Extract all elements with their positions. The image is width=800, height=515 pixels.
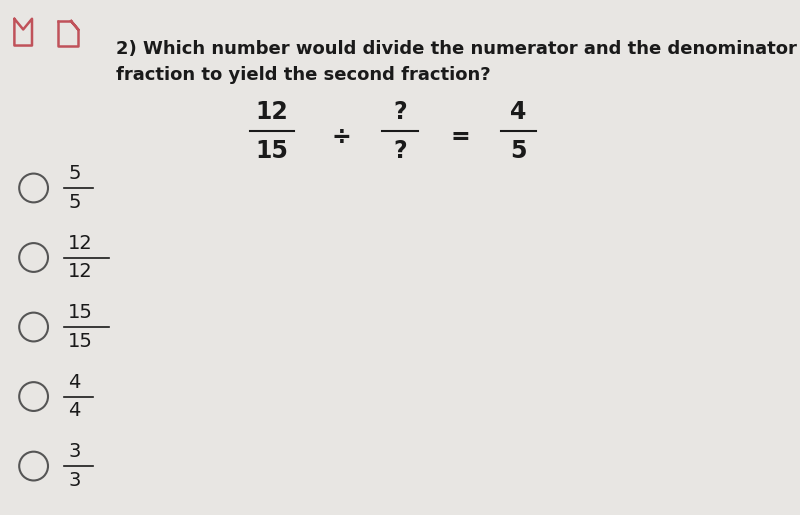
Text: 2) Which number would divide the numerator and the denominator of the first: 2) Which number would divide the numerat…: [116, 40, 800, 58]
Text: 4: 4: [68, 373, 80, 391]
Text: 3: 3: [68, 442, 80, 461]
Text: =: =: [450, 125, 470, 149]
Text: 15: 15: [68, 303, 93, 322]
Text: 3: 3: [68, 471, 80, 490]
Text: 5: 5: [68, 164, 81, 183]
Text: 15: 15: [68, 332, 93, 351]
Text: 4: 4: [510, 100, 526, 124]
Text: ?: ?: [393, 100, 407, 124]
Text: ?: ?: [393, 139, 407, 163]
Text: 15: 15: [255, 139, 289, 163]
Text: 5: 5: [510, 139, 526, 163]
Text: 12: 12: [68, 263, 93, 281]
Text: 12: 12: [68, 234, 93, 252]
Text: ÷: ÷: [332, 125, 351, 149]
Text: 12: 12: [256, 100, 288, 124]
Text: fraction to yield the second fraction?: fraction to yield the second fraction?: [116, 66, 490, 83]
Text: 4: 4: [68, 402, 80, 420]
Text: 5: 5: [68, 193, 81, 212]
